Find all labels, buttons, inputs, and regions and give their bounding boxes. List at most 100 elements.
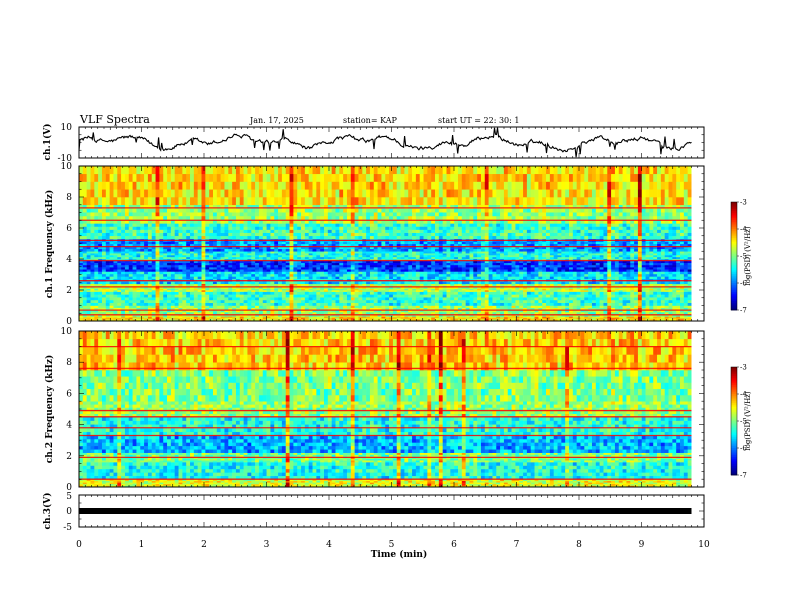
ch1-spectrogram-cell: [182, 312, 187, 315]
ch1-spectrogram-cell: [473, 318, 478, 320]
ch1-spectrogram-cell: [324, 276, 329, 280]
ch1-spectrogram-cell: [591, 262, 597, 266]
ch1-spectrogram-cell: [446, 317, 451, 319]
ch1-spectrogram-cell: [147, 276, 153, 280]
ch1-spectrogram-cell: [676, 281, 681, 285]
ch1-spectrogram-cell: [324, 305, 329, 308]
ch1-spectrogram-cell: [676, 273, 681, 277]
ch1-spectrogram-cell: [216, 299, 221, 304]
ch1-spectrogram-cell: [668, 307, 673, 311]
ch1-spectrogram-cell: [484, 297, 489, 301]
ch1-spectrogram-cell: [297, 269, 302, 272]
ch1-spectrogram-cell: [438, 319, 443, 321]
ch1-spectrogram-cell: [603, 307, 608, 311]
ch1-spectrogram-cell: [128, 286, 133, 289]
ch1-spectrogram-cell: [331, 262, 336, 266]
ch1-spectrogram-cell: [124, 305, 130, 308]
ch1-spectrogram-cell: [526, 273, 532, 277]
ch1-spectrogram-cell: [182, 318, 187, 320]
ch1-spectrogram-cell: [174, 281, 179, 285]
ch1-spectrogram-cell: [304, 271, 309, 275]
ch1-spectrogram-cell: [461, 307, 466, 311]
ch1-spectrogram-cell: [687, 267, 692, 270]
ch1-spectrogram-cell: [94, 294, 99, 298]
ch1-spectrogram-cell: [239, 302, 244, 306]
ch1-spectrogram-cell: [274, 290, 279, 292]
ch1-spectrogram-cell: [641, 291, 646, 295]
ch1-spectrogram-cell: [101, 318, 107, 320]
ch1-spectrogram-cell: [193, 317, 198, 319]
ch1-spectrogram-cell: [285, 291, 290, 295]
ch1-spectrogram-cell: [117, 281, 122, 285]
ch1-spectrogram-cell: [247, 276, 252, 280]
ch1-spectrogram-cell: [197, 269, 202, 272]
ch1-spectrogram-cell: [239, 312, 244, 315]
ch1-spectrogram-cell: [205, 318, 210, 320]
ch1-spectrogram-cell: [480, 319, 486, 321]
ch1-spectrogram-cell: [101, 297, 107, 301]
ch1-spectrogram-cell: [316, 299, 321, 304]
ch1-spectrogram-cell: [350, 297, 355, 301]
ch1-spectrogram-cell: [220, 288, 225, 291]
ch1-spectrogram-cell: [584, 290, 589, 292]
ch1-spectrogram-cell: [377, 316, 382, 318]
ch1-spectrogram-cell: [412, 267, 417, 270]
ch1-spectrogram-cell: [683, 294, 688, 298]
ch1-spectrogram-cell: [239, 297, 244, 301]
ch1-spectrogram-cell: [82, 269, 87, 272]
ch1-spectrogram-cell: [634, 269, 639, 272]
ch1-spectrogram-cell: [247, 305, 252, 308]
ch1-spectrogram-cell: [197, 262, 202, 266]
ch1-spectrogram-cell: [140, 305, 145, 308]
ch1-spectrogram-cell: [369, 271, 375, 275]
ch1-spectrogram-cell: [190, 264, 195, 268]
ch1-spectrogram-cell: [201, 262, 206, 266]
ch1-spectrogram-cell: [637, 316, 643, 318]
ch1-spectrogram-cell: [400, 291, 405, 295]
ch1-spectrogram-cell: [423, 294, 428, 298]
ch1-spectrogram-cell: [232, 309, 237, 313]
ch1-spectrogram-cell: [232, 317, 237, 319]
ch1-spectrogram-cell: [346, 302, 352, 306]
ch1-spectrogram-cell: [637, 318, 643, 320]
ch1-spectrogram-cell: [438, 307, 443, 311]
ch1-spectrogram-cell: [251, 269, 256, 272]
ch1-spectrogram-cell: [649, 264, 654, 268]
ch1-spectrogram-cell: [569, 262, 574, 266]
ch1-spectrogram-cell: [182, 297, 187, 301]
ch1-spectrogram-cell: [220, 291, 225, 295]
ch1-spectrogram-cell: [147, 273, 153, 277]
ch1-spectrogram-cell: [473, 288, 478, 291]
ch1-spectrogram-cell: [607, 302, 612, 306]
ch1-spectrogram-cell: [515, 267, 520, 270]
ch1-spectrogram-cell: [86, 312, 91, 315]
ch1-spectrogram-cell: [128, 312, 133, 315]
ch1-spectrogram-cell: [274, 267, 279, 270]
ch1-spectrogram-cell: [324, 317, 329, 319]
ch1-spectrogram-cell: [549, 312, 554, 315]
ch1-spectrogram-cell: [170, 305, 176, 308]
ch1-spectrogram-cell: [335, 262, 340, 266]
ch1-spectrogram-cell: [534, 302, 539, 306]
ch1-spectrogram-cell: [664, 290, 669, 292]
ch1-spectrogram-cell: [423, 262, 428, 266]
ch1-spectrogram-cell: [672, 273, 677, 277]
ch1-spectrogram-cell: [641, 262, 646, 266]
ch1-spectrogram-cell: [354, 271, 359, 275]
ch1-spectrogram-cell: [637, 290, 643, 292]
ch1-spectrogram-cell: [182, 290, 187, 292]
ch1-spectrogram-cell: [155, 269, 160, 272]
ch1-spectrogram-cell: [626, 286, 631, 289]
ch1-spectrogram-cell: [343, 264, 348, 268]
ch1-spectrogram-cell: [465, 316, 470, 318]
ch1-spectrogram-cell: [576, 273, 581, 277]
ch1-spectrogram-cell: [232, 307, 237, 311]
ch1-spectrogram-cell: [193, 269, 198, 272]
ch1-spectrogram-cell: [128, 305, 133, 308]
ch1-spectrogram-cell: [251, 302, 256, 306]
ch1-spectrogram-cell: [599, 288, 604, 291]
ch1-spectrogram-cell: [565, 264, 570, 268]
ch1-spectrogram-cell: [660, 317, 666, 319]
ch1-spectrogram-cell: [216, 288, 221, 291]
ch1-spectrogram-cell: [266, 288, 271, 291]
